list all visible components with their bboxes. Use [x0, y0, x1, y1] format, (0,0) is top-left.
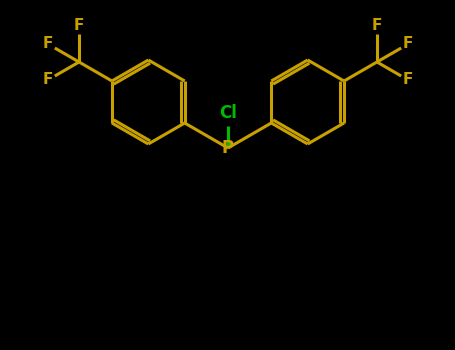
- Text: F: F: [403, 36, 413, 51]
- Text: F: F: [372, 19, 382, 34]
- Text: F: F: [403, 72, 413, 88]
- Text: P: P: [222, 139, 234, 157]
- Text: F: F: [43, 72, 53, 88]
- Text: F: F: [43, 36, 53, 51]
- Text: F: F: [74, 19, 84, 34]
- Text: Cl: Cl: [219, 104, 237, 122]
